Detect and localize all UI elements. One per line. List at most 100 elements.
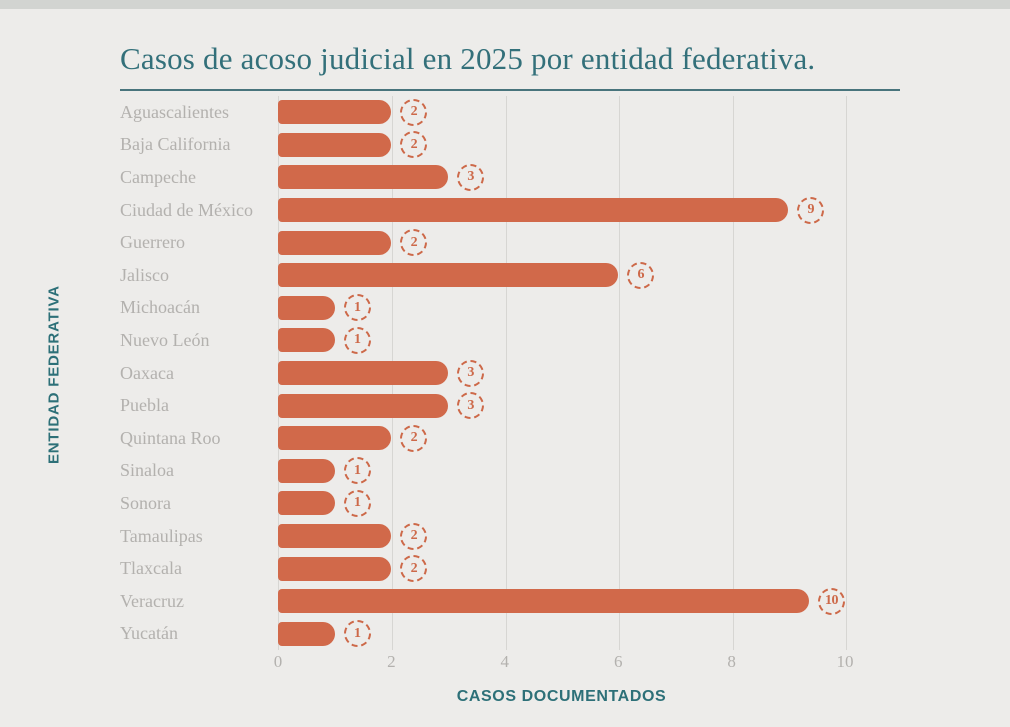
gridline	[619, 96, 621, 650]
chart-row: Quintana Roo 2	[120, 422, 880, 455]
bar-track: 10	[278, 587, 845, 615]
bar-track: 2	[278, 522, 845, 550]
category-label: Oaxaca	[120, 362, 174, 383]
bar-track: 1	[278, 620, 845, 648]
category-label: Yucatán	[120, 623, 178, 644]
chart-row: Campeche 3	[120, 161, 880, 194]
x-axis-ticks: 0 2 4 6 8 10	[274, 652, 854, 674]
bar	[278, 165, 449, 190]
gridline	[732, 96, 734, 650]
value-badge: 2	[400, 555, 428, 583]
category-label: Jalisco	[120, 264, 169, 285]
chart-row: Guerrero 2	[120, 226, 880, 259]
bar	[278, 524, 392, 549]
chart-row: Sinaloa 1	[120, 455, 880, 488]
bar	[278, 393, 449, 418]
bar	[278, 589, 809, 614]
bar-chart: Aguascalientes 2 Baja California 2 Campeche 3…	[120, 96, 880, 650]
bar	[278, 295, 335, 320]
chart-title: Casos de acoso judicial en 2025 por enti…	[120, 41, 900, 91]
value-badge: 6	[627, 261, 655, 289]
category-label: Sonora	[120, 492, 171, 513]
bar-track: 2	[278, 229, 845, 257]
bar	[278, 132, 392, 157]
bar-track: 2	[278, 424, 845, 452]
bar	[278, 491, 335, 516]
category-label: Quintana Roo	[120, 427, 221, 448]
bar-track: 3	[278, 392, 845, 420]
bar-track: 3	[278, 359, 845, 387]
chart-row: Puebla 3	[120, 389, 880, 422]
value-badge: 2	[400, 424, 428, 452]
bar-track: 1	[278, 326, 845, 354]
bar-track: 2	[278, 98, 845, 126]
category-label: Tlaxcala	[120, 558, 182, 579]
top-border-strip	[0, 0, 1010, 9]
gridline	[505, 96, 507, 650]
chart-row: Nuevo León 1	[120, 324, 880, 357]
category-label: Veracruz	[120, 590, 184, 611]
value-badge: 1	[343, 457, 371, 485]
category-label: Ciudad de México	[120, 199, 253, 220]
category-label: Baja California	[120, 134, 231, 155]
value-badge: 3	[457, 359, 485, 387]
x-axis-label: CASOS DOCUMENTADOS	[456, 688, 667, 705]
bar	[278, 426, 392, 451]
category-label: Aguascalientes	[120, 101, 229, 122]
chart-row: Michoacán 1	[120, 292, 880, 325]
bar	[278, 100, 392, 125]
bar-track: 2	[278, 131, 845, 159]
bar-track: 6	[278, 261, 845, 289]
value-badge: 1	[343, 294, 371, 322]
value-badge: 2	[400, 229, 428, 257]
category-label: Nuevo León	[120, 329, 210, 350]
chart-rows: Aguascalientes 2 Baja California 2 Campeche 3…	[120, 96, 880, 650]
x-tick-label: 10	[836, 652, 854, 671]
bar-track: 9	[278, 196, 845, 224]
bar	[278, 263, 619, 288]
value-badge: 3	[457, 392, 485, 420]
x-tick-label: 6	[613, 652, 623, 671]
category-label: Puebla	[120, 395, 169, 416]
gridline	[846, 96, 847, 650]
bar	[278, 361, 449, 386]
bar	[278, 621, 335, 646]
chart-row: Jalisco 6	[120, 259, 880, 292]
x-tick-label: 2	[387, 652, 396, 671]
value-badge: 2	[400, 131, 428, 159]
bar-track: 1	[278, 294, 845, 322]
x-tick-label: 4	[500, 652, 510, 671]
chart-row: Tamaulipas 2	[120, 520, 880, 553]
x-tick-label: 0	[273, 652, 283, 671]
chart-row: Tlaxcala 2	[120, 552, 880, 585]
chart-row: Sonora 1	[120, 487, 880, 520]
value-badge: 10	[818, 587, 845, 615]
value-badge: 3	[457, 163, 485, 191]
value-badge: 2	[400, 98, 428, 126]
category-label: Guerrero	[120, 232, 185, 253]
y-axis-label: ENTIDAD FEDERATIVA	[45, 285, 63, 465]
category-label: Michoacán	[120, 297, 200, 318]
chart-row: Baja California 2	[120, 129, 880, 162]
bar	[278, 198, 789, 223]
bar-track: 1	[278, 489, 845, 517]
chart-row: Aguascalientes 2	[120, 96, 880, 129]
bar	[278, 230, 392, 255]
category-label: Campeche	[120, 166, 196, 187]
value-badge: 2	[400, 522, 428, 550]
chart-row: Oaxaca 3	[120, 357, 880, 390]
value-badge: 9	[797, 196, 825, 224]
value-badge: 1	[343, 489, 371, 517]
bar	[278, 328, 335, 353]
value-badge: 1	[343, 620, 371, 648]
bar-track: 2	[278, 555, 845, 583]
bar-track: 1	[278, 457, 845, 485]
value-badge: 1	[343, 326, 371, 354]
bar	[278, 458, 335, 483]
category-label: Tamaulipas	[120, 525, 203, 546]
category-label: Sinaloa	[120, 460, 174, 481]
bar	[278, 556, 392, 581]
chart-row: Ciudad de México 9	[120, 194, 880, 227]
x-tick-label: 8	[727, 652, 736, 671]
chart-row: Veracruz 10	[120, 585, 880, 618]
